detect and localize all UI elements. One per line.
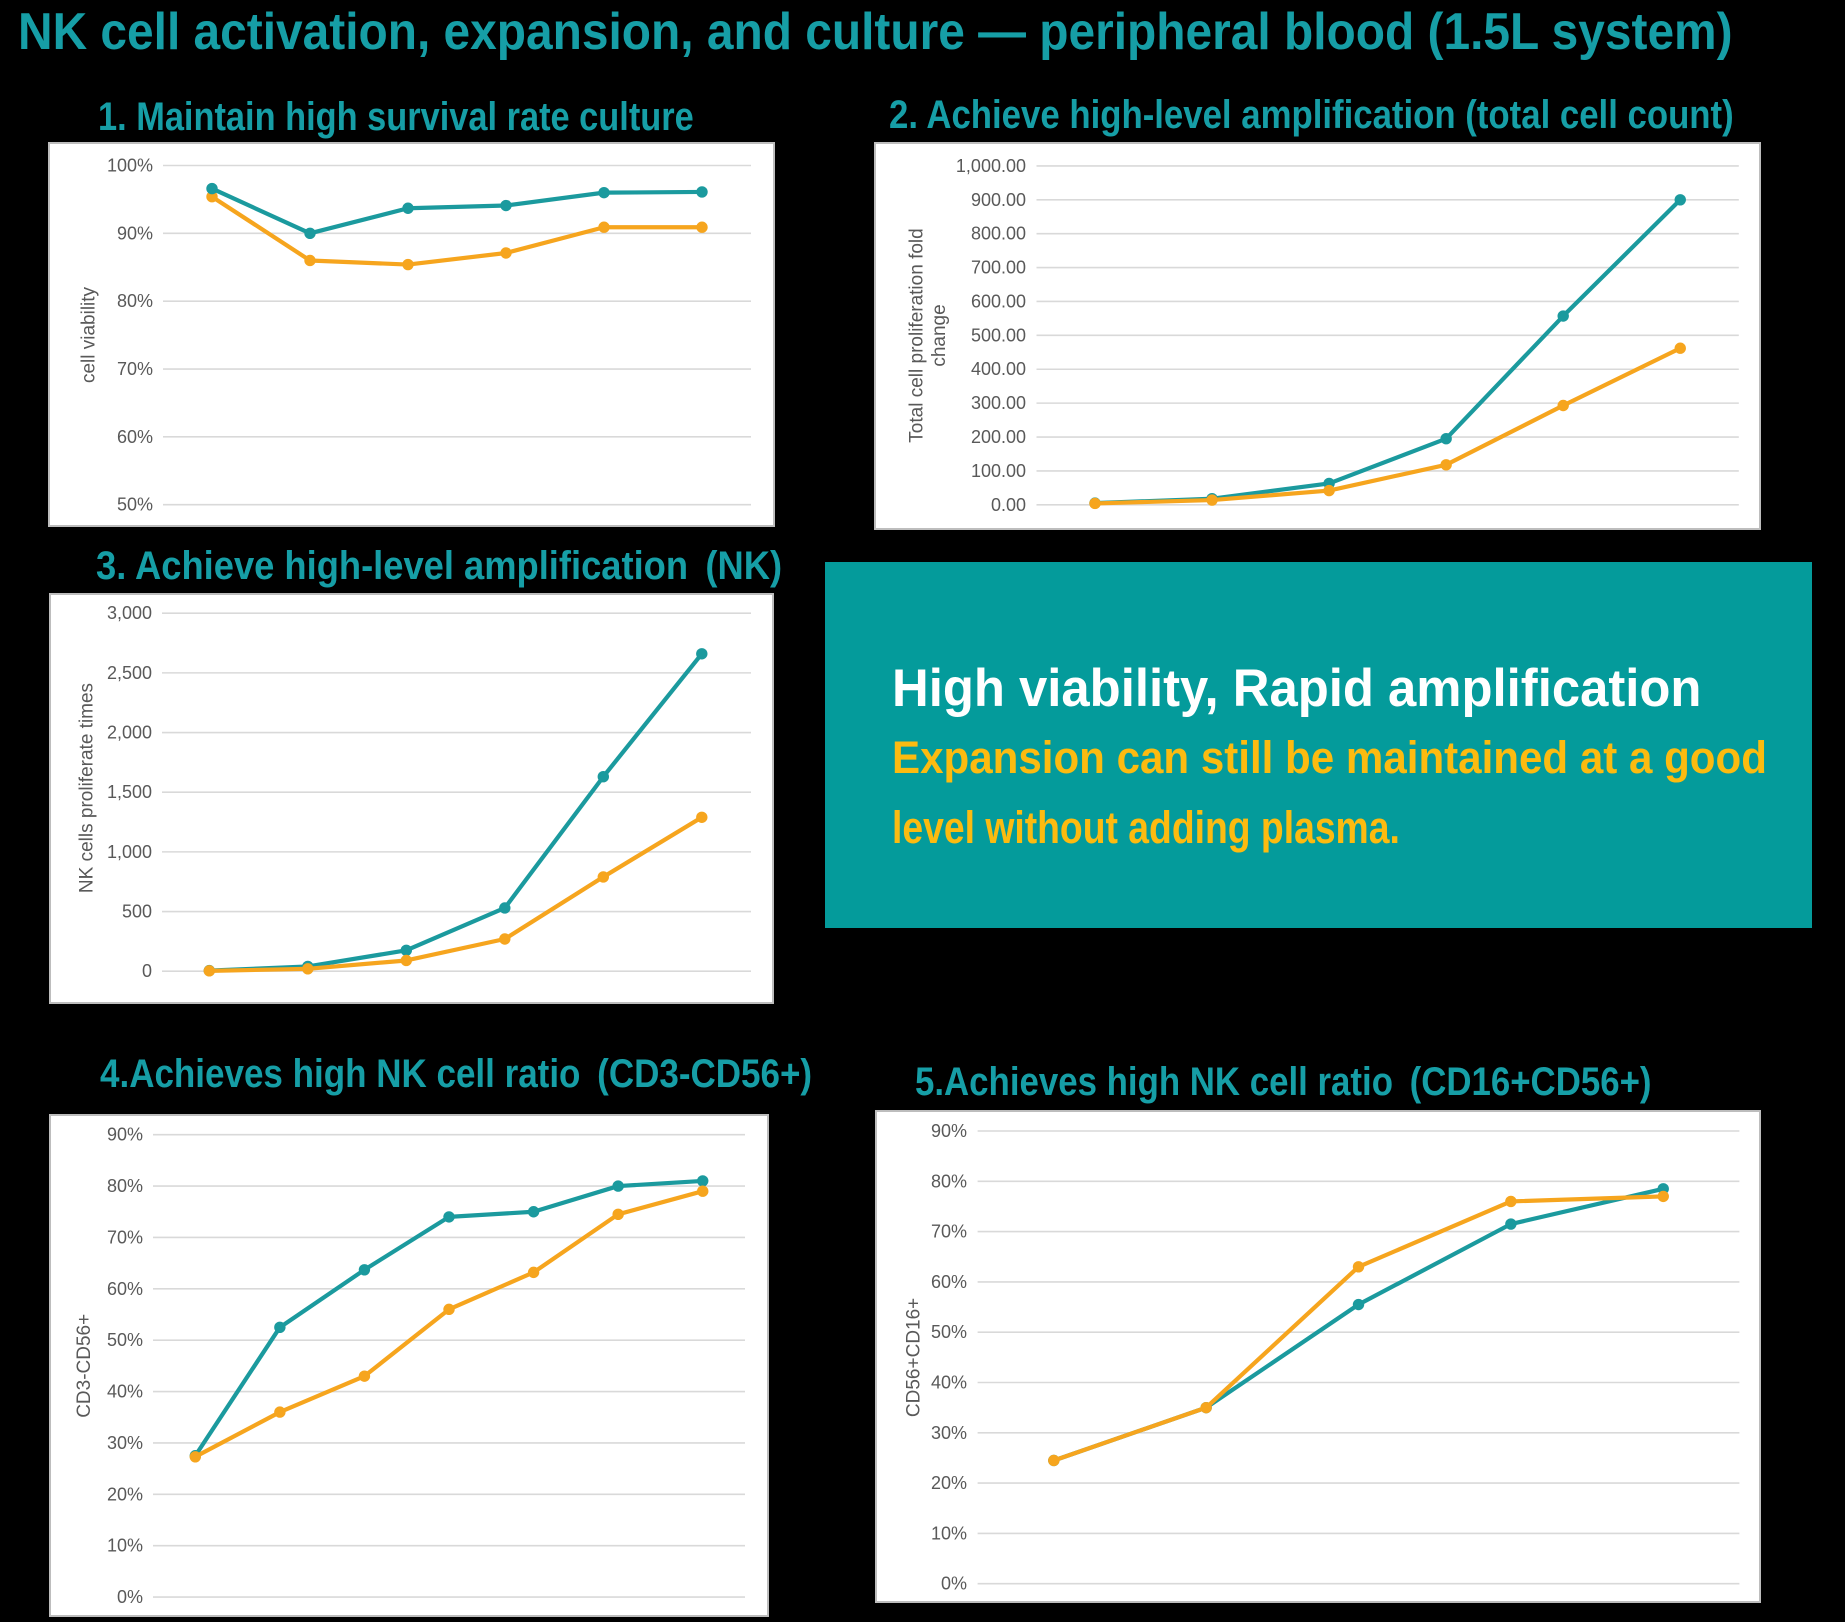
svg-text:800.00: 800.00 [971, 224, 1026, 244]
svg-text:500: 500 [122, 902, 152, 922]
svg-text:300.00: 300.00 [971, 393, 1026, 413]
svg-text:700.00: 700.00 [971, 258, 1026, 278]
svg-text:90%: 90% [107, 1125, 143, 1145]
svg-text:2,000: 2,000 [107, 723, 152, 743]
svg-text:40%: 40% [931, 1373, 967, 1393]
svg-text:0%: 0% [941, 1574, 967, 1594]
svg-text:0: 0 [142, 961, 152, 981]
svg-text:100%: 100% [107, 156, 153, 176]
svg-text:50%: 50% [107, 1330, 143, 1350]
svg-text:400.00: 400.00 [971, 359, 1026, 379]
svg-text:CD3-CD56+: CD3-CD56+ [74, 1314, 95, 1418]
svg-text:600.00: 600.00 [971, 291, 1026, 311]
svg-text:Total cell proliferation fold: Total cell proliferation fold [907, 228, 928, 442]
svg-text:0%: 0% [117, 1587, 143, 1607]
svg-text:3,000: 3,000 [107, 603, 152, 623]
svg-text:cell viability: cell viability [79, 286, 100, 383]
svg-text:20%: 20% [107, 1484, 143, 1504]
svg-text:0.00: 0.00 [991, 495, 1026, 515]
svg-text:2,500: 2,500 [107, 663, 152, 683]
svg-text:70%: 70% [117, 359, 153, 379]
svg-text:30%: 30% [107, 1433, 143, 1453]
svg-text:80%: 80% [931, 1171, 967, 1191]
svg-text:90%: 90% [931, 1121, 967, 1141]
svg-text:60%: 60% [107, 1279, 143, 1299]
svg-text:60%: 60% [931, 1272, 967, 1292]
svg-text:1,000: 1,000 [107, 842, 152, 862]
svg-text:50%: 50% [931, 1322, 967, 1342]
svg-text:10%: 10% [931, 1523, 967, 1543]
svg-text:40%: 40% [107, 1382, 143, 1402]
svg-text:80%: 80% [117, 291, 153, 311]
svg-text:70%: 70% [931, 1222, 967, 1242]
svg-text:1,000.00: 1,000.00 [956, 156, 1026, 176]
svg-text:50%: 50% [117, 495, 153, 515]
svg-text:200.00: 200.00 [971, 427, 1026, 447]
svg-text:70%: 70% [107, 1227, 143, 1247]
svg-text:NK cells proliferate times: NK cells proliferate times [77, 683, 98, 893]
svg-text:100.00: 100.00 [971, 461, 1026, 481]
svg-text:CD56+CD16+: CD56+CD16+ [904, 1298, 925, 1417]
svg-text:20%: 20% [931, 1473, 967, 1493]
svg-text:10%: 10% [107, 1536, 143, 1556]
svg-text:90%: 90% [117, 223, 153, 243]
svg-text:500.00: 500.00 [971, 325, 1026, 345]
svg-text:change: change [929, 304, 950, 366]
svg-text:60%: 60% [117, 427, 153, 447]
svg-text:1,500: 1,500 [107, 782, 152, 802]
svg-text:30%: 30% [931, 1423, 967, 1443]
svg-text:900.00: 900.00 [971, 190, 1026, 210]
svg-text:80%: 80% [107, 1176, 143, 1196]
